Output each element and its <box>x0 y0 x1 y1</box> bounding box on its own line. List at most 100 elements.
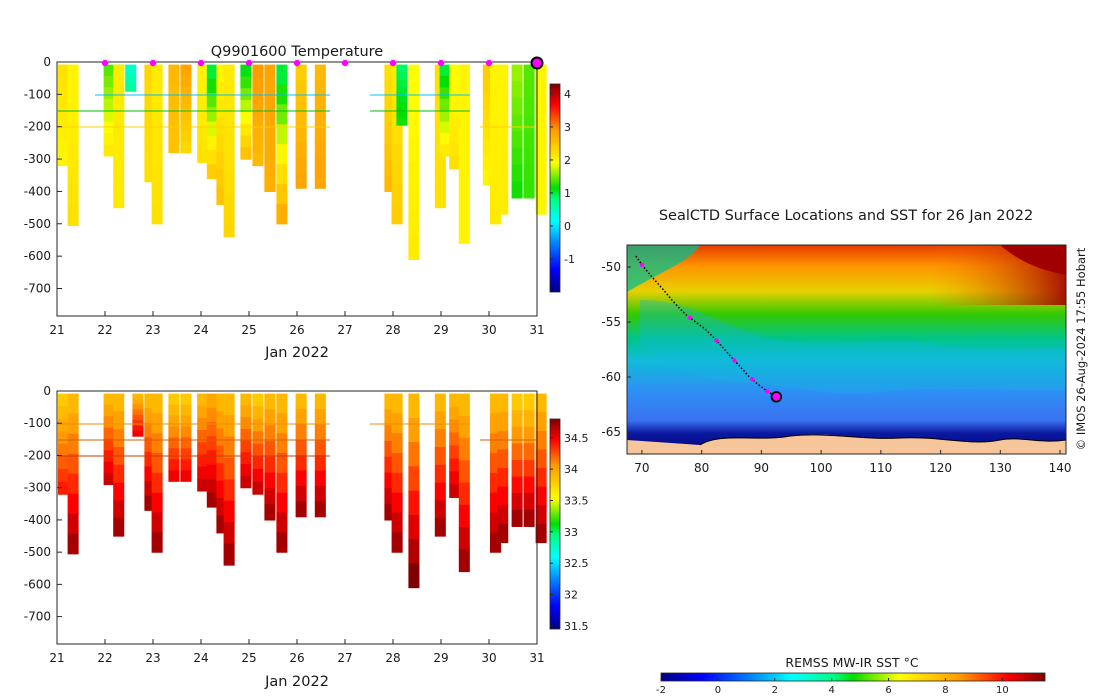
profile-cell <box>458 198 470 222</box>
profile-cell <box>434 446 446 466</box>
profile-cell <box>391 492 403 514</box>
profile-cell <box>216 151 228 171</box>
profile-cell <box>384 472 396 489</box>
profile-cell <box>511 97 523 116</box>
profile-cell <box>132 425 144 432</box>
profile-cell <box>113 429 125 448</box>
profile-cell <box>168 130 180 143</box>
salinity-y-ticks: 0 -100 -200 -300 -400 -500 -600 -700 <box>24 384 62 624</box>
profile-column <box>168 64 180 154</box>
profile-cell <box>240 440 252 453</box>
profile-cell <box>240 88 252 101</box>
profile-cell <box>497 393 509 413</box>
y-tick-label: -600 <box>24 577 51 591</box>
x-tick-label: 22 <box>97 651 112 665</box>
profile-column <box>144 393 156 511</box>
profile-cell <box>168 97 180 110</box>
profile-cell <box>314 126 326 143</box>
profile-cell <box>384 80 396 97</box>
profile-cell <box>535 139 547 159</box>
profile-cell <box>396 79 408 88</box>
y-tick-label: 0 <box>43 384 51 398</box>
x-tick-label: 21 <box>49 323 64 337</box>
profile-cell <box>206 107 218 123</box>
profile-cell <box>391 393 403 414</box>
profile-cell <box>132 430 144 437</box>
colorbar-tick-label: 8 <box>942 685 948 696</box>
profile-cell <box>408 466 420 492</box>
profile-cell <box>490 492 502 514</box>
profile-cell <box>197 137 209 151</box>
profile-cell <box>144 93 156 110</box>
profile-cell <box>132 414 144 421</box>
y-tick-label: 0 <box>43 55 51 69</box>
profile-cell <box>252 77 264 91</box>
profile-cell <box>535 486 547 506</box>
profile-cell <box>458 504 470 528</box>
profile-column <box>511 393 523 527</box>
profile-cell <box>523 131 535 149</box>
y-tick-label: -100 <box>24 87 51 101</box>
profile-cell <box>295 439 307 456</box>
profile-cell <box>523 181 535 199</box>
profile-cell <box>384 440 396 458</box>
profile-cell <box>264 504 276 521</box>
x-tick-label: 70 <box>634 461 649 475</box>
profile-cell <box>223 543 235 566</box>
profile-cell <box>151 183 163 205</box>
x-tick-label: 27 <box>337 651 352 665</box>
surface-marker <box>245 59 253 67</box>
profile-cell <box>408 161 420 187</box>
profile-cell <box>168 448 180 460</box>
profile-column <box>449 393 461 498</box>
x-tick-label: 29 <box>433 323 448 337</box>
profile-cell <box>497 412 509 432</box>
profile-cell <box>144 64 156 80</box>
profile-column <box>458 393 470 573</box>
profile-cell <box>216 480 228 499</box>
profile-cell <box>206 393 218 409</box>
profile-cell <box>180 448 192 460</box>
y-tick-label: -400 <box>24 513 51 527</box>
profile-cell <box>314 157 326 174</box>
profile-cell <box>408 137 420 163</box>
profile-cell <box>180 119 192 132</box>
profile-cell <box>67 144 79 166</box>
profile-cell <box>180 64 192 77</box>
profile-cell <box>206 121 218 137</box>
profile-cell <box>391 124 403 145</box>
profile-cell <box>252 406 264 420</box>
profile-cell <box>449 142 461 157</box>
profile-cell <box>132 398 144 405</box>
profile-cell <box>523 410 535 428</box>
profile-cell <box>58 481 70 495</box>
profile-cell <box>408 514 420 540</box>
profile-cell <box>144 137 156 154</box>
profile-cell <box>396 94 408 104</box>
y-tick-label: -50 <box>601 260 621 274</box>
profile-cell <box>103 121 115 134</box>
profile-cell <box>391 453 403 474</box>
profile-cell <box>408 186 420 212</box>
profile-cell <box>384 159 396 177</box>
profile-cell <box>223 436 235 459</box>
x-tick-label: 120 <box>929 461 952 475</box>
profile-cell <box>497 101 509 122</box>
profile-cell <box>197 466 209 480</box>
profile-cell <box>384 64 396 82</box>
profile-cell <box>180 86 192 99</box>
profile-cell <box>535 101 547 122</box>
profile-cell <box>103 439 115 451</box>
x-tick-label: 25 <box>241 323 256 337</box>
profile-cell <box>523 493 535 511</box>
profile-cell <box>206 492 218 508</box>
profile-cell <box>523 459 535 478</box>
colorbar-tick-label: 10 <box>996 685 1009 696</box>
profile-cell <box>449 406 461 421</box>
profile-cell <box>151 124 163 145</box>
temperature-title: Q9901600 Temperature <box>211 44 384 60</box>
profile-cell <box>240 475 252 489</box>
profile-cell <box>216 169 228 188</box>
profile-cell <box>295 126 307 143</box>
profile-cell <box>197 150 209 163</box>
